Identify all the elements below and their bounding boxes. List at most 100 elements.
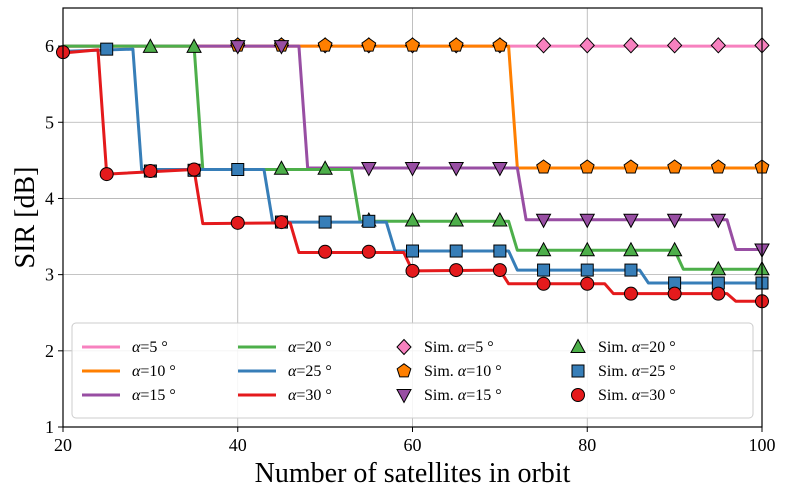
point-sim-alpha-15 [710, 213, 727, 229]
x-tick-label: 20 [54, 435, 72, 455]
point-sim-alpha-10 [448, 37, 464, 52]
point-sim-alpha-15 [579, 213, 596, 229]
point-sim-alpha-30 [492, 263, 507, 278]
point-sim-alpha-10 [710, 159, 726, 174]
point-sim-alpha-15 [404, 161, 421, 177]
legend-swatch-sim-alpha-25 [571, 364, 585, 378]
point-sim-alpha-20 [317, 160, 333, 175]
legend: α=5 ° α=10 ° α=15 ° α=20 ° α=25 ° α=30 ° Sim. … [71, 322, 754, 419]
point-sim-alpha-10 [492, 37, 508, 52]
point-sim-alpha-10 [536, 159, 551, 174]
point-sim-alpha-20 [623, 241, 639, 257]
point-sim-alpha-5 [579, 37, 595, 54]
point-sim-alpha-30 [187, 162, 202, 177]
legend-label-alpha-15: α=15 ° [132, 387, 176, 404]
legend-swatch-sim-alpha-15 [396, 389, 412, 404]
line-alpha-20 [63, 44, 762, 271]
point-sim-alpha-20 [404, 211, 421, 227]
legend-label-alpha-30: α=30 ° [288, 387, 332, 404]
point-sim-alpha-5 [666, 37, 683, 54]
point-sim-alpha-10 [623, 159, 639, 174]
point-sim-alpha-30 [405, 263, 420, 278]
point-sim-alpha-15 [229, 40, 246, 55]
point-sim-alpha-30 [230, 215, 245, 230]
y-tick-label: 3 [45, 265, 54, 285]
point-sim-alpha-5 [710, 37, 726, 54]
y-tick-label: 6 [45, 36, 54, 56]
point-sim-alpha-20 [666, 241, 683, 257]
x-tick-label: 40 [229, 435, 247, 455]
point-sim-alpha-30 [536, 276, 551, 291]
line-alpha-25 [62, 47, 762, 285]
point-sim-alpha-30 [99, 167, 114, 182]
point-sim-alpha-20 [142, 38, 159, 53]
legend-label-alpha-25: α=25 ° [288, 363, 332, 380]
point-sim-alpha-25 [624, 263, 638, 277]
y-axis-label: SIR [dB] [10, 167, 41, 269]
legend-label-sim-alpha-5: Sim. α=5 ° [424, 339, 494, 356]
point-sim-alpha-20 [710, 260, 727, 276]
legend-label-sim-alpha-20: Sim. α=20 ° [598, 339, 676, 356]
y-tick-label: 4 [45, 188, 54, 208]
point-sim-alpha-15 [360, 161, 377, 177]
point-sim-alpha-5 [623, 37, 639, 54]
legend-label-alpha-10: α=10 ° [132, 363, 176, 380]
point-sim-alpha-15 [492, 161, 508, 177]
y-tick-label: 5 [45, 112, 54, 132]
legend-label-alpha-5: α=5 ° [132, 339, 168, 356]
point-sim-alpha-25 [406, 244, 419, 258]
legend-swatch-sim-alpha-30 [571, 388, 585, 402]
point-sim-alpha-15 [666, 213, 683, 229]
point-sim-alpha-10 [579, 159, 595, 174]
point-sim-alpha-30 [318, 244, 333, 259]
line-alpha-15 [63, 44, 762, 251]
point-sim-alpha-25 [318, 215, 332, 229]
point-sim-alpha-20 [448, 211, 465, 227]
point-sim-alpha-30 [274, 215, 289, 230]
legend-label-sim-alpha-15: Sim. α=15 ° [424, 387, 502, 404]
point-sim-alpha-20 [273, 160, 290, 175]
point-sim-alpha-15 [273, 40, 290, 55]
legend-label-sim-alpha-25: Sim. α=25 ° [598, 363, 676, 380]
point-sim-alpha-30 [361, 244, 376, 259]
legend-swatch-sim-alpha-5 [396, 338, 412, 356]
x-tick-label: 80 [578, 435, 596, 455]
point-sim-alpha-30 [711, 286, 726, 301]
y-tick-label: 2 [45, 341, 54, 361]
point-sim-alpha-20 [186, 38, 202, 53]
point-sim-alpha-20 [492, 211, 508, 227]
point-sim-alpha-25 [493, 244, 507, 258]
point-sim-alpha-15 [448, 161, 465, 177]
point-sim-alpha-25 [100, 42, 114, 56]
point-sim-alpha-30 [667, 286, 682, 301]
point-sim-alpha-25 [537, 263, 551, 277]
point-sim-alpha-5 [535, 37, 552, 54]
point-sim-alpha-25 [580, 263, 594, 277]
point-sim-alpha-25 [362, 214, 376, 228]
legend-swatch-sim-alpha-10 [396, 363, 412, 378]
x-tick-label: 100 [749, 435, 776, 455]
point-sim-alpha-30 [449, 263, 464, 278]
point-sim-alpha-10 [361, 37, 377, 52]
legend-swatch-sim-alpha-20 [570, 338, 586, 353]
point-sim-alpha-10 [405, 37, 420, 52]
point-sim-alpha-15 [623, 213, 639, 229]
point-sim-alpha-20 [579, 241, 596, 257]
point-sim-alpha-30 [143, 164, 158, 179]
point-sim-alpha-20 [535, 241, 552, 257]
x-tick-label: 60 [404, 435, 422, 455]
y-tick-label: 1 [45, 417, 54, 437]
point-sim-alpha-15 [535, 213, 552, 229]
legend-label-sim-alpha-30: Sim. α=30 ° [598, 387, 676, 404]
legend-label-sim-alpha-10: Sim. α=10 ° [424, 363, 502, 380]
point-sim-alpha-10 [667, 159, 683, 174]
point-sim-alpha-25 [449, 244, 463, 258]
point-sim-alpha-10 [317, 37, 333, 52]
legend-label-alpha-20: α=20 ° [288, 339, 332, 356]
point-sim-alpha-30 [623, 286, 638, 301]
point-sim-alpha-30 [580, 276, 595, 291]
x-axis-label: Number of satellites in orbit [255, 458, 571, 489]
ticks: 20 40 60 80 100 1 2 3 4 5 6 [45, 36, 776, 455]
point-sim-alpha-25 [231, 163, 245, 177]
